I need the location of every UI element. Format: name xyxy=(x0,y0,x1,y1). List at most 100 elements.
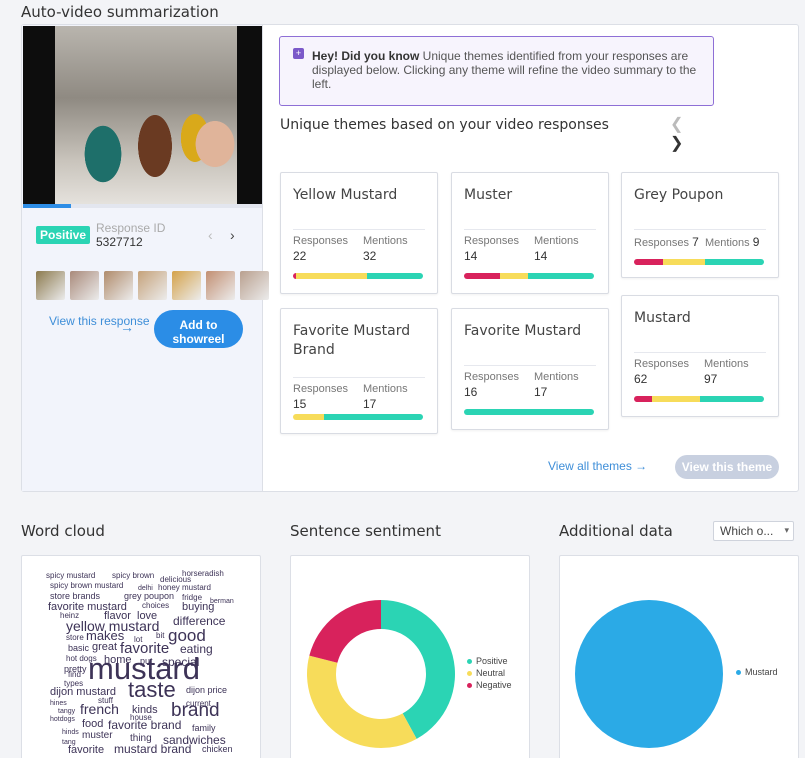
word-cloud-term[interactable]: yellow mustard xyxy=(66,618,160,635)
word-cloud-term[interactable]: hinds xyxy=(62,728,79,736)
theme-card[interactable]: Favorite Mustard Brand Responses Mentions 1… xyxy=(280,308,438,434)
additional-data-select[interactable]: Which o... ▾ xyxy=(713,521,794,541)
mentions-value: 17 xyxy=(534,385,548,399)
word-cloud-term[interactable]: fridge xyxy=(182,593,203,603)
legend-entry[interactable]: Negative xyxy=(467,679,512,691)
word-cloud-term[interactable]: spicy mustard xyxy=(46,571,96,581)
chart-slice[interactable] xyxy=(309,600,381,663)
responses-value: 22 xyxy=(293,249,307,263)
word-cloud-term[interactable]: hines xyxy=(50,699,67,707)
word-cloud-term[interactable]: grey poupon xyxy=(124,591,175,602)
word-cloud-term[interactable]: horseradish xyxy=(182,569,224,579)
response-thumbnail[interactable] xyxy=(138,271,167,300)
video-player[interactable] xyxy=(23,26,262,206)
legend-entry[interactable]: Neutral xyxy=(467,667,512,679)
word-cloud-term[interactable]: taste xyxy=(128,676,176,702)
word-cloud-term[interactable]: pretty xyxy=(64,664,87,675)
word-cloud-term[interactable]: mustard brand xyxy=(114,741,192,756)
responses-label: Responses xyxy=(634,358,690,370)
word-cloud-term[interactable]: buying xyxy=(182,600,215,613)
word-cloud-term[interactable]: types xyxy=(64,679,84,689)
word-cloud-term[interactable]: current xyxy=(186,699,211,709)
word-cloud-term[interactable]: makes xyxy=(86,628,125,644)
response-thumbnail[interactable] xyxy=(172,271,201,300)
word-cloud-term[interactable]: basic xyxy=(68,643,90,654)
response-thumbnail[interactable] xyxy=(206,271,235,300)
responses-label: Responses xyxy=(464,371,520,383)
word-cloud-term[interactable]: dijon mustard xyxy=(50,685,117,698)
word-cloud-term[interactable]: family xyxy=(192,723,216,734)
word-cloud-term[interactable]: hot dogs xyxy=(66,654,97,664)
theme-card[interactable]: Muster Responses Mentions 14 14 xyxy=(451,172,609,294)
word-cloud-term[interactable]: store brands xyxy=(50,591,101,602)
view-response-link[interactable]: View this response xyxy=(49,314,150,328)
chevron-right-icon[interactable]: › xyxy=(230,227,235,243)
word-cloud-term[interactable]: tangy xyxy=(58,707,76,715)
view-all-themes-link[interactable]: View all themes → xyxy=(548,459,648,473)
word-cloud-term[interactable]: mustard xyxy=(88,650,200,686)
word-cloud-term[interactable]: love xyxy=(137,609,158,622)
word-cloud-term[interactable]: kinds xyxy=(132,703,158,716)
theme-title: Yellow Mustard xyxy=(293,187,398,203)
word-cloud-term[interactable]: bit xyxy=(156,631,165,641)
word-cloud-term[interactable]: heinz xyxy=(60,611,80,621)
theme-card[interactable]: Grey Poupon Responses 7 Mentions 9 xyxy=(621,172,779,278)
word-cloud-term[interactable]: muster xyxy=(82,730,113,741)
word-cloud-term[interactable]: find xyxy=(68,670,81,680)
theme-card[interactable]: Mustard Responses Mentions 62 97 xyxy=(621,295,779,417)
word-cloud-term[interactable]: honey mustard xyxy=(158,583,211,593)
word-cloud-term[interactable]: spicy brown mustard xyxy=(50,581,124,591)
chevron-left-icon[interactable]: ‹ xyxy=(208,227,213,243)
chart-slice[interactable] xyxy=(307,655,417,748)
word-cloud-term[interactable]: favorite brand xyxy=(108,717,182,732)
word-cloud-term[interactable]: lot xyxy=(134,635,143,645)
word-cloud-term[interactable]: berman xyxy=(210,597,234,605)
word-cloud-term[interactable]: spicy brown xyxy=(112,571,155,581)
word-cloud-term[interactable]: food xyxy=(82,717,104,730)
word-cloud-term[interactable]: chicken xyxy=(202,744,233,755)
word-cloud-term[interactable]: delicious xyxy=(160,575,192,585)
arrow-right-icon[interactable]: → xyxy=(120,319,134,335)
word-cloud-term[interactable]: french xyxy=(80,701,119,718)
word-cloud-term[interactable]: stuff xyxy=(98,696,113,706)
word-cloud-term[interactable]: sandwiches xyxy=(163,732,226,747)
word-cloud-term[interactable]: tang xyxy=(62,738,76,746)
word-cloud-term[interactable]: favorite xyxy=(68,743,105,756)
legend-entry[interactable]: Mustard xyxy=(736,666,778,678)
word-cloud-term[interactable]: special xyxy=(162,654,200,669)
word-cloud-term[interactable]: difference xyxy=(173,613,226,628)
word-cloud-term[interactable]: home xyxy=(104,653,132,666)
chart-slice[interactable] xyxy=(381,600,455,739)
word-cloud-term[interactable]: great xyxy=(92,640,118,653)
view-theme-button[interactable]: View this theme xyxy=(675,455,779,479)
chevron-left-icon[interactable]: ❮ xyxy=(670,116,684,133)
add-to-showreel-button[interactable]: Add to showreel xyxy=(154,310,243,348)
word-cloud-term[interactable]: dijon price xyxy=(186,685,228,696)
word-cloud-term[interactable]: house xyxy=(130,713,152,723)
theme-card[interactable]: Favorite Mustard Responses Mentions 16 17 xyxy=(451,308,609,430)
word-cloud-term[interactable]: hotdogs xyxy=(50,715,75,723)
word-cloud-term[interactable]: good xyxy=(168,625,206,645)
response-thumbnail[interactable] xyxy=(70,271,99,300)
chart-slice[interactable] xyxy=(575,600,723,748)
word-cloud-term[interactable]: store xyxy=(66,633,84,643)
word-cloud-term[interactable]: favorite mustard xyxy=(48,600,127,613)
word-cloud-term[interactable]: brand xyxy=(171,700,220,722)
divider xyxy=(293,377,425,378)
word-cloud-term[interactable]: put xyxy=(140,656,153,667)
response-thumbnail[interactable] xyxy=(240,271,269,300)
chevron-right-icon[interactable]: ❯ xyxy=(670,135,684,152)
word-cloud-term[interactable]: delhi xyxy=(138,584,153,592)
response-thumbnail[interactable] xyxy=(36,271,65,300)
video-progress-bar[interactable] xyxy=(23,204,262,208)
theme-card[interactable]: Yellow Mustard Responses Mentions 22 32 xyxy=(280,172,438,294)
responses-value: 15 xyxy=(293,397,307,411)
response-thumbnail[interactable] xyxy=(104,271,133,300)
word-cloud-term[interactable]: favorite xyxy=(120,640,170,657)
word-cloud-term[interactable]: flavor xyxy=(104,609,131,622)
legend-entry[interactable]: Positive xyxy=(467,655,512,667)
word-cloud-term[interactable]: choices xyxy=(142,601,170,611)
word-cloud-term[interactable]: eating xyxy=(180,641,213,656)
sentiment-segment xyxy=(662,259,706,265)
word-cloud-term[interactable]: thing xyxy=(130,733,152,744)
